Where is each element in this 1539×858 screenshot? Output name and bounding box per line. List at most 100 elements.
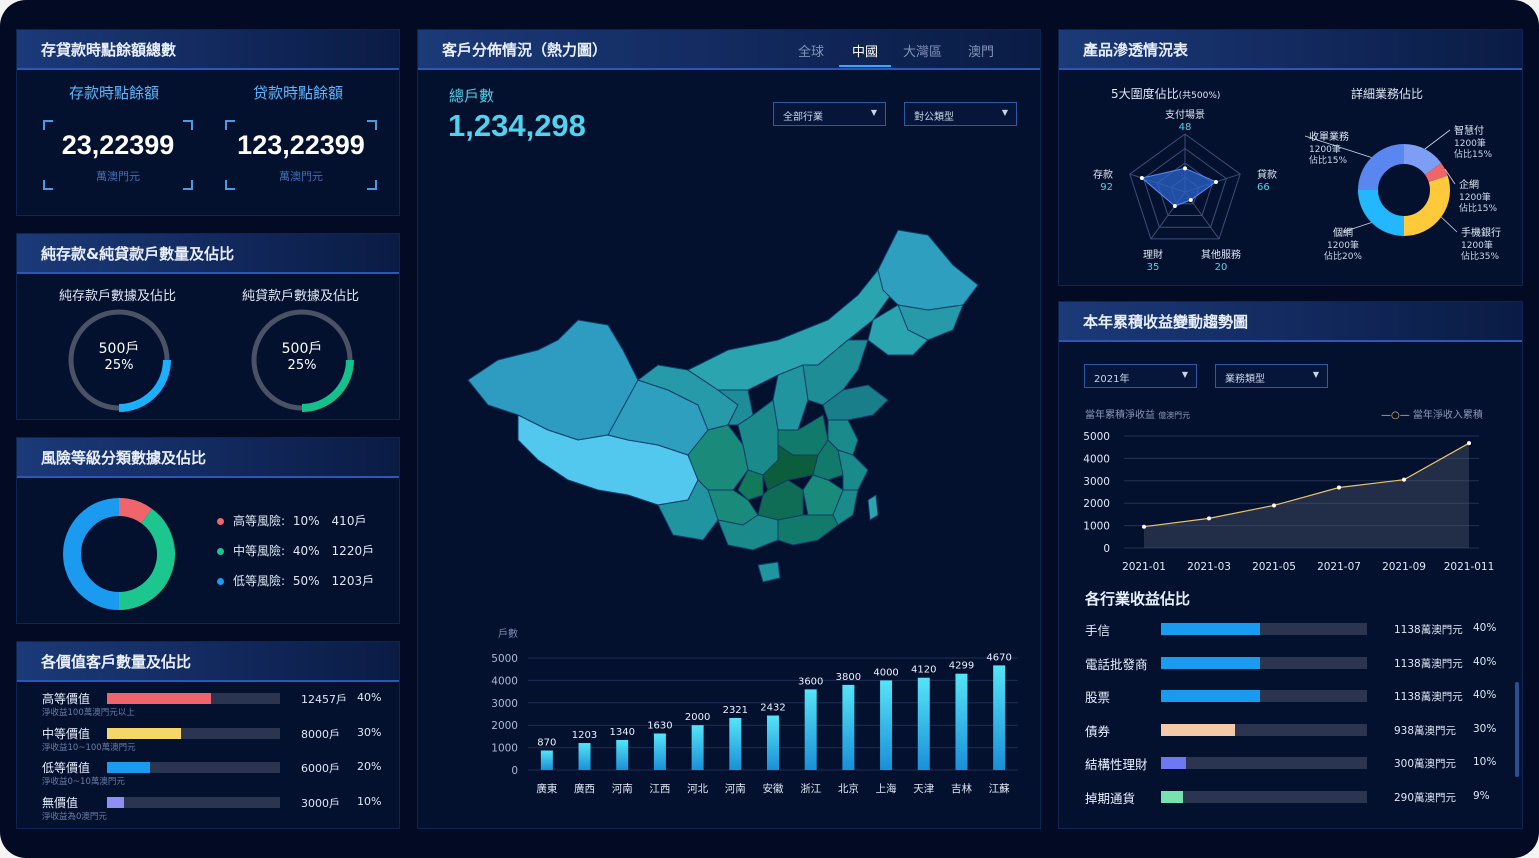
y-tick-label: 2000 xyxy=(491,720,518,732)
value-bar-track xyxy=(107,762,280,773)
radar-axis-value: 92 xyxy=(1100,182,1113,193)
loan-value: 123,22399 xyxy=(237,130,365,160)
bar xyxy=(767,715,779,770)
business-type-select[interactable]: 業務類型 ▼ xyxy=(1215,364,1328,388)
chevron-down-icon: ▼ xyxy=(870,108,877,117)
x-tick-label: 上海 xyxy=(876,782,898,795)
radar-axis-label: 理財 xyxy=(1143,248,1163,261)
province-inner-mongolia[interactable] xyxy=(687,269,899,391)
tab-global[interactable]: 全球 xyxy=(798,45,825,60)
legend-dot xyxy=(217,578,224,585)
province-hebei[interactable] xyxy=(802,339,869,406)
x-tick-label: 廣西 xyxy=(574,782,595,795)
x-tick-label: 2021-09 xyxy=(1382,561,1426,573)
bar-value-label: 3600 xyxy=(798,676,823,687)
industry-bar-fill xyxy=(1161,790,1184,803)
pie-leader-line xyxy=(1440,216,1458,233)
radar-axis-label: 支付場景 xyxy=(1165,108,1205,121)
industry-pct: 9% xyxy=(1473,789,1490,802)
value-label: 低等價值 xyxy=(42,761,91,775)
risk-level-pct: 40% xyxy=(289,544,320,558)
province-heilongjiang[interactable] xyxy=(877,229,979,311)
province-shanxi[interactable] xyxy=(772,364,809,431)
panel-title: 客戶分佈情況（熱力圖） xyxy=(442,41,608,59)
line-point xyxy=(1142,524,1146,529)
industry-bar-track xyxy=(1161,757,1367,769)
pie-slice xyxy=(1358,189,1405,236)
province-chongqing[interactable] xyxy=(737,469,764,501)
year-select[interactable]: 2021年 ▼ xyxy=(1084,364,1197,388)
revenue-trend-panel: 本年累積收益變動趨勢圖 2021年 ▼ 業務類型 ▼ 當年累積淨收益 億澳門元 —○… xyxy=(1058,301,1523,829)
bar xyxy=(653,733,666,770)
panel-header: 存貸款時點餘額總數 xyxy=(17,30,399,70)
x-tick-label: 2021-05 xyxy=(1252,561,1296,573)
radar-axis-label: 存款 xyxy=(1093,168,1113,181)
bar xyxy=(578,743,591,770)
account-type-select[interactable]: 對公類型 ▼ xyxy=(904,102,1017,126)
panel-title: 存貸款時點餘額總數 xyxy=(41,41,177,59)
y-tick-label: 3000 xyxy=(491,698,518,710)
province-guangdong[interactable] xyxy=(777,514,839,546)
business-pie-chart: 智慧付1200筆佔比15%企網1200筆佔比15%手機銀行1200筆佔比35%個… xyxy=(1304,124,1501,262)
x-tick-label: 安徽 xyxy=(763,782,784,795)
panel-title: 純存款&純貸款戶數量及佔比 xyxy=(41,245,235,263)
risk-level-panel: 風險等級分類數據及佔比 高等風險: 10% 410戶 中等風險: 40% 1220戶低… xyxy=(16,437,400,624)
tab-china[interactable]: 中國 xyxy=(852,45,879,60)
radar-point xyxy=(1172,203,1177,208)
industry-bar-track xyxy=(1161,690,1367,702)
bar xyxy=(729,718,742,770)
bar xyxy=(955,673,968,770)
radar-ring xyxy=(1129,133,1241,240)
province-zhejiang[interactable] xyxy=(837,449,869,491)
panel-header: 產品滲透情況表 xyxy=(1059,30,1522,70)
pie-slice-detail: 1200筆 xyxy=(1309,143,1341,155)
radar-point xyxy=(1213,179,1218,184)
x-tick-label: 河南 xyxy=(725,782,746,795)
pie-slice-name: 收單業務 xyxy=(1309,130,1349,143)
province-liaoning[interactable] xyxy=(867,304,929,356)
province-fujian[interactable] xyxy=(832,489,859,526)
legend-dot xyxy=(217,518,224,525)
line-area xyxy=(1144,443,1469,548)
legend-line-icon: —○— xyxy=(1381,410,1410,421)
value-pct: 20% xyxy=(357,760,382,773)
x-tick-label: 浙江 xyxy=(800,783,821,795)
pie-leader-line xyxy=(1444,168,1456,185)
customer-value-list: 高等價值 淨收益100萬澳門元以上 12457戶 40% 中等價值 淨收益10~100萬澳… xyxy=(17,688,401,828)
pie-slice-name: 個網 xyxy=(1333,226,1353,239)
risk-level-count: 410戶 xyxy=(331,514,367,528)
x-tick-label: 河北 xyxy=(687,783,709,795)
tab-greater-bay[interactable]: 大灣區 xyxy=(903,45,943,60)
radar-area xyxy=(1140,167,1217,207)
tab-macau[interactable]: 澳門 xyxy=(968,45,995,60)
value-count: 12457戶 xyxy=(301,693,347,706)
x-tick-label: 江西 xyxy=(649,783,670,795)
line-series xyxy=(1143,442,1470,528)
province-hainan[interactable] xyxy=(757,561,781,583)
pie-slice-name: 智慧付 xyxy=(1454,124,1484,137)
risk-level-label: 中等風險: xyxy=(233,544,286,558)
y-tick-label: 0 xyxy=(511,765,518,777)
x-tick-label: 江蘇 xyxy=(989,782,1010,795)
industry-amount: 938萬澳門元 xyxy=(1394,724,1457,737)
province-yunnan[interactable] xyxy=(657,479,719,541)
value-count: 6000戶 xyxy=(301,762,340,775)
bar-value-label: 1340 xyxy=(610,727,635,738)
x-tick-label: 廣東 xyxy=(536,782,558,795)
pie-slice xyxy=(1424,162,1448,183)
province-taiwan[interactable] xyxy=(867,494,879,521)
industry-row: 結構性理財 300萬澳門元 10% xyxy=(1059,752,1524,780)
industry-select[interactable]: 全部行業 ▼ xyxy=(773,102,886,126)
pie-slice-detail: 1200筆 xyxy=(1327,239,1359,251)
value-bar-track xyxy=(107,693,280,704)
industry-pct: 40% xyxy=(1473,622,1497,634)
bar xyxy=(842,684,855,770)
pie-slice xyxy=(1358,144,1405,191)
risk-donut-chart xyxy=(63,498,175,610)
y-axis-unit: 億澳門元 xyxy=(1158,411,1191,420)
pie-leader-line xyxy=(1342,222,1372,233)
value-bar-fill xyxy=(107,796,125,808)
province-hunan[interactable] xyxy=(757,479,804,521)
scrollbar-thumb[interactable] xyxy=(1515,682,1519,777)
year-select-value: 2021年 xyxy=(1094,374,1130,385)
